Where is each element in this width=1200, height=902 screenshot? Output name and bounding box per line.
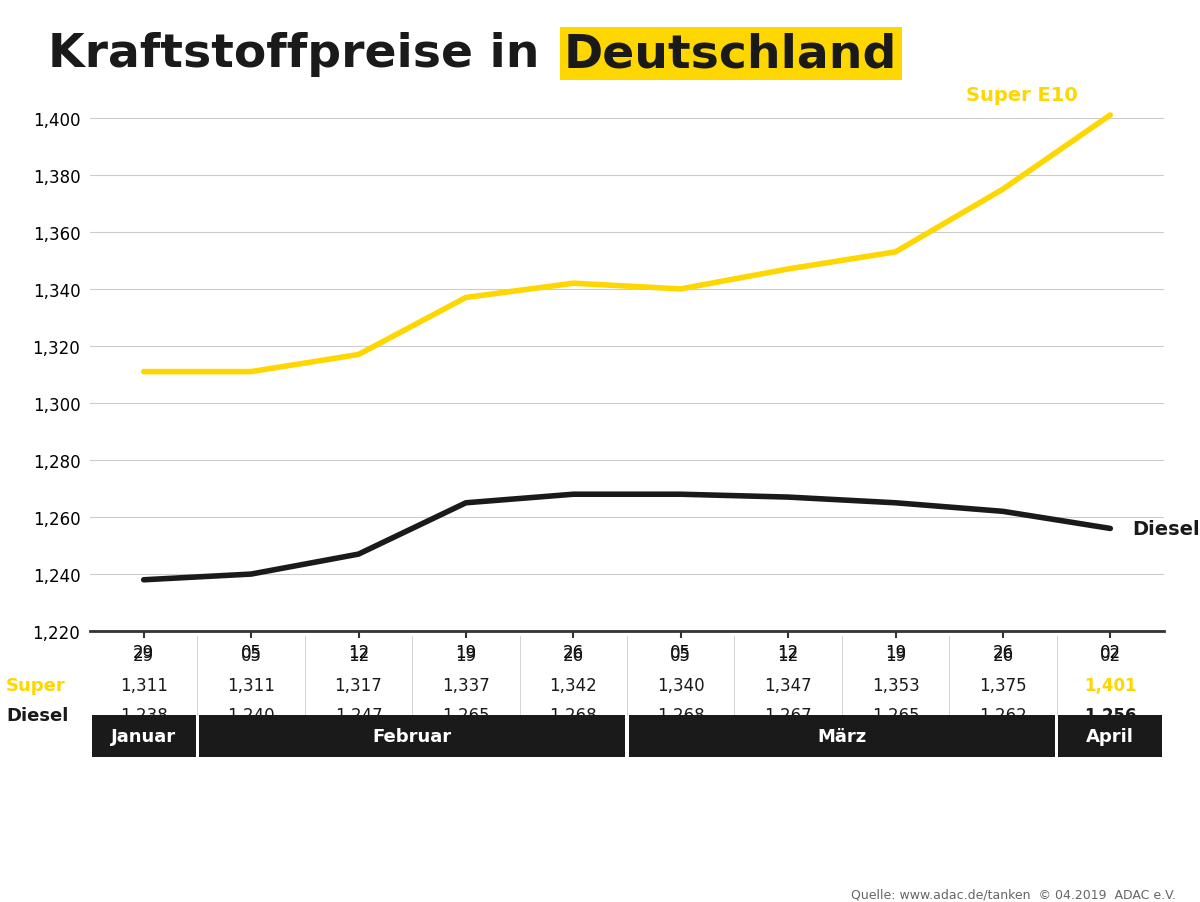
Text: Kraftstoffpreise in: Kraftstoffpreise in	[48, 32, 556, 77]
Text: 1,340: 1,340	[656, 676, 704, 695]
Text: 12: 12	[348, 647, 370, 665]
Text: 1,311: 1,311	[120, 676, 168, 695]
Text: 12: 12	[778, 647, 799, 665]
Text: 26: 26	[563, 647, 584, 665]
Text: 1,311: 1,311	[227, 676, 275, 695]
Text: 1,267: 1,267	[764, 706, 812, 724]
Text: April: April	[1086, 727, 1134, 745]
Text: 1,353: 1,353	[871, 676, 919, 695]
Text: Quelle: www.adac.de/tanken  © 04.2019  ADAC e.V.: Quelle: www.adac.de/tanken © 04.2019 ADA…	[851, 888, 1176, 900]
Text: 1,240: 1,240	[227, 706, 275, 724]
Text: Deutschland: Deutschland	[564, 32, 898, 77]
Text: Januar: Januar	[112, 727, 176, 745]
Text: 1,256: 1,256	[1084, 706, 1136, 724]
Text: 1,375: 1,375	[979, 676, 1027, 695]
Text: 19: 19	[884, 647, 906, 665]
Text: Diesel: Diesel	[1132, 520, 1200, 538]
Text: 1,347: 1,347	[764, 676, 812, 695]
Text: Super: Super	[6, 676, 66, 695]
Text: 1,265: 1,265	[871, 706, 919, 724]
Text: Diesel: Diesel	[6, 706, 68, 724]
Text: 1,265: 1,265	[442, 706, 490, 724]
Text: 02: 02	[1099, 647, 1121, 665]
Text: 19: 19	[455, 647, 476, 665]
Text: 26: 26	[992, 647, 1014, 665]
Text: 1,317: 1,317	[335, 676, 383, 695]
Text: 1,238: 1,238	[120, 706, 168, 724]
Text: 1,337: 1,337	[442, 676, 490, 695]
Text: März: März	[817, 727, 866, 745]
Text: Super E10: Super E10	[966, 86, 1078, 105]
Text: 1,401: 1,401	[1084, 676, 1136, 695]
Text: Februar: Februar	[373, 727, 451, 745]
Text: 1,268: 1,268	[656, 706, 704, 724]
Text: 1,247: 1,247	[335, 706, 383, 724]
Text: 05: 05	[670, 647, 691, 665]
Text: 29: 29	[133, 647, 155, 665]
Text: 05: 05	[240, 647, 262, 665]
Text: 1,342: 1,342	[550, 676, 598, 695]
Text: 1,268: 1,268	[550, 706, 598, 724]
Text: 1,262: 1,262	[979, 706, 1027, 724]
